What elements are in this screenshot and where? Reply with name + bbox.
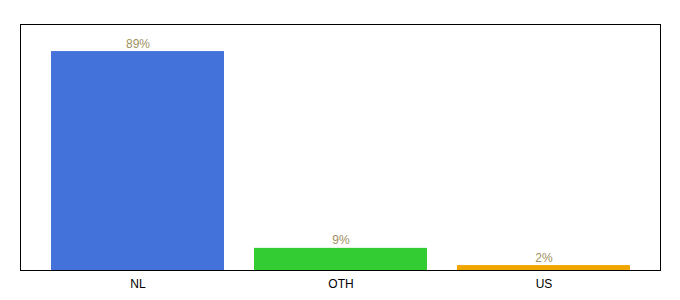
svg-text:2%: 2%: [535, 251, 553, 265]
svg-text:9%: 9%: [332, 233, 350, 247]
svg-text:OTH: OTH: [328, 277, 353, 291]
svg-text:89%: 89%: [126, 37, 150, 51]
svg-text:NL: NL: [130, 277, 146, 291]
svg-text:US: US: [536, 277, 553, 291]
